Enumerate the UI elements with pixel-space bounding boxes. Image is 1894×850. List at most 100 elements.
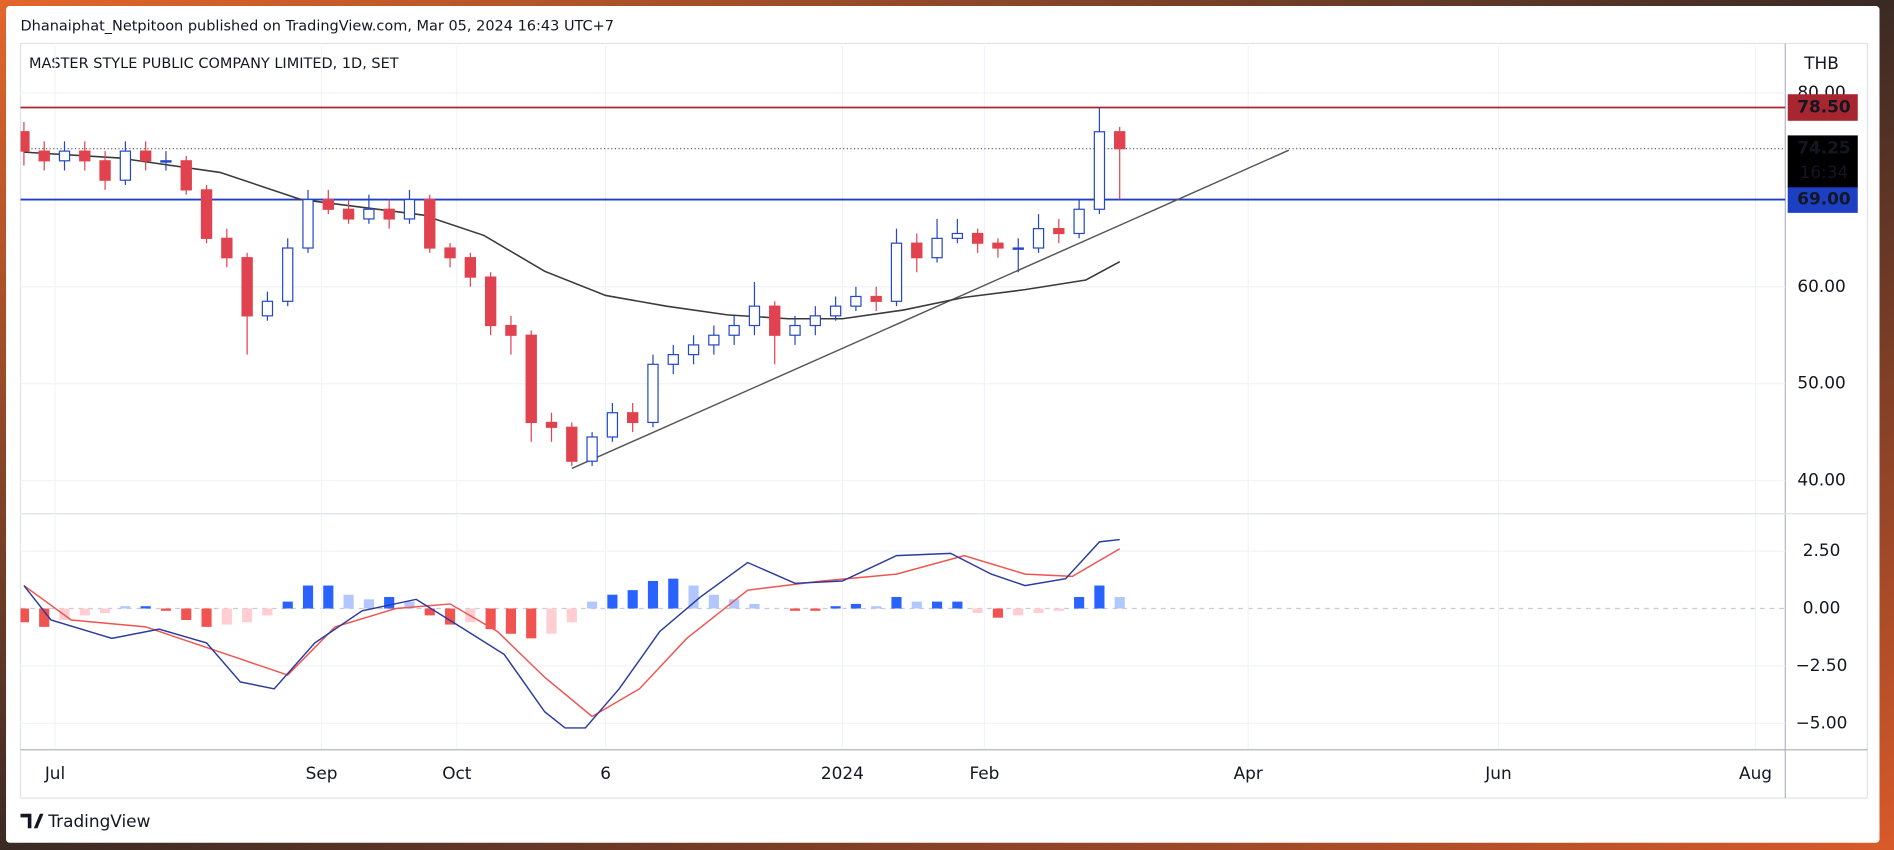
candle-body	[870, 295, 882, 302]
candle-body	[911, 242, 923, 259]
histogram-bar	[444, 608, 456, 625]
x-tick-label: Aug	[1739, 763, 1772, 783]
candle-body	[424, 198, 436, 249]
y-tick-label: 40.00	[1797, 470, 1845, 490]
histogram-bar	[140, 606, 151, 609]
x-tick-label: Feb	[969, 763, 999, 783]
histogram-bar	[566, 608, 577, 623]
candle-body	[850, 295, 862, 307]
histogram-bar	[627, 590, 638, 609]
histogram-bar	[181, 608, 192, 620]
footer-brand: TradingView	[47, 811, 150, 831]
candle-body	[282, 247, 294, 302]
candle-body	[769, 305, 781, 336]
candle-body	[931, 237, 943, 259]
candle-body	[302, 198, 314, 249]
histogram-bar	[39, 608, 50, 627]
candle-body	[58, 150, 71, 162]
candle-body	[20, 131, 30, 152]
histogram-bar	[1114, 597, 1125, 609]
last-price-label: 74.25	[1797, 138, 1850, 158]
candle-body	[992, 242, 1004, 249]
histogram-bar	[830, 606, 841, 609]
histogram-bar	[79, 608, 90, 616]
candle-body	[647, 363, 659, 424]
histogram-bar	[363, 599, 374, 609]
candle-body	[241, 257, 253, 317]
histogram-bar	[749, 603, 760, 609]
x-tick-label: Sep	[306, 763, 338, 783]
symbol-title: MASTER STYLE PUBLIC COMPANY LIMITED, 1D,…	[29, 56, 399, 72]
histogram-bar	[424, 608, 435, 616]
candle-body	[160, 160, 172, 163]
histogram-bar	[647, 580, 659, 609]
histogram-bar	[871, 606, 882, 609]
macd-tick-label: 2.50	[1803, 540, 1841, 560]
histogram-bar	[221, 608, 232, 625]
publisher: Dhanaiphat_Netpitoon published on Tradin…	[21, 19, 615, 35]
signal-line	[23, 548, 1121, 718]
candle-body	[119, 150, 132, 181]
histogram-bar	[526, 608, 537, 639]
candle-body	[667, 354, 679, 365]
histogram-bar	[850, 603, 861, 609]
candle-body	[261, 300, 274, 317]
histogram-bar	[242, 608, 253, 623]
candle-body	[383, 208, 395, 220]
histogram-bar	[546, 608, 557, 634]
moving-average	[23, 151, 1121, 320]
histogram-bar	[729, 599, 740, 609]
candle-body	[1093, 131, 1106, 210]
candle-body	[464, 257, 477, 278]
candle-body	[951, 232, 964, 239]
last-price-tag	[1787, 135, 1858, 188]
histogram-bar	[201, 608, 212, 627]
candle-body	[38, 150, 50, 162]
candle-body	[342, 208, 355, 220]
histogram-bar	[708, 594, 719, 609]
histogram-bar	[323, 585, 334, 609]
histogram-bar	[789, 608, 801, 611]
axes: 80.0060.0050.0040.002.500.00−2.50−5.00Ju…	[44, 82, 1858, 783]
level-tag	[1787, 94, 1858, 121]
candle-body	[180, 160, 192, 191]
candle-body	[728, 324, 740, 336]
x-tick-label: Jul	[44, 763, 65, 783]
card	[6, 6, 1880, 843]
histogram-bar	[607, 594, 618, 609]
candle-body	[200, 189, 213, 239]
candle-body	[79, 150, 91, 162]
candle-body	[789, 324, 801, 336]
histogram-bar	[100, 608, 111, 614]
candle-body	[139, 150, 152, 162]
candle-body	[971, 232, 984, 244]
histogram-bar	[404, 601, 415, 609]
x-tick-label: Jun	[1484, 763, 1511, 783]
histogram-bar	[343, 594, 354, 609]
histogram-bar	[810, 608, 821, 611]
candle-body	[484, 276, 497, 327]
candle-body	[545, 421, 558, 428]
histogram-bar	[668, 578, 679, 609]
level-tag-label: 78.50	[1797, 97, 1850, 117]
chart-border	[19, 42, 1869, 799]
histogram-bar	[587, 601, 598, 609]
candle-body	[687, 344, 700, 356]
histogram-bar	[931, 601, 943, 609]
histogram-bar	[160, 608, 172, 611]
level-tag	[1787, 186, 1858, 213]
histogram-bar	[1013, 608, 1024, 616]
countdown: 16:34	[1800, 162, 1849, 182]
level-tag-label: 69.00	[1797, 189, 1850, 209]
currency: THB	[1803, 53, 1839, 73]
candle-body	[809, 315, 821, 327]
histogram-bar	[688, 585, 699, 609]
histogram-bar	[1094, 585, 1105, 609]
histogram-bar	[120, 606, 131, 609]
price-pane	[20, 45, 1786, 514]
candle-body	[1073, 208, 1085, 235]
macd-tick-label: −2.50	[1796, 655, 1848, 675]
macd-tick-label: 0.00	[1803, 598, 1841, 618]
x-tick-label: 2024	[821, 763, 864, 783]
